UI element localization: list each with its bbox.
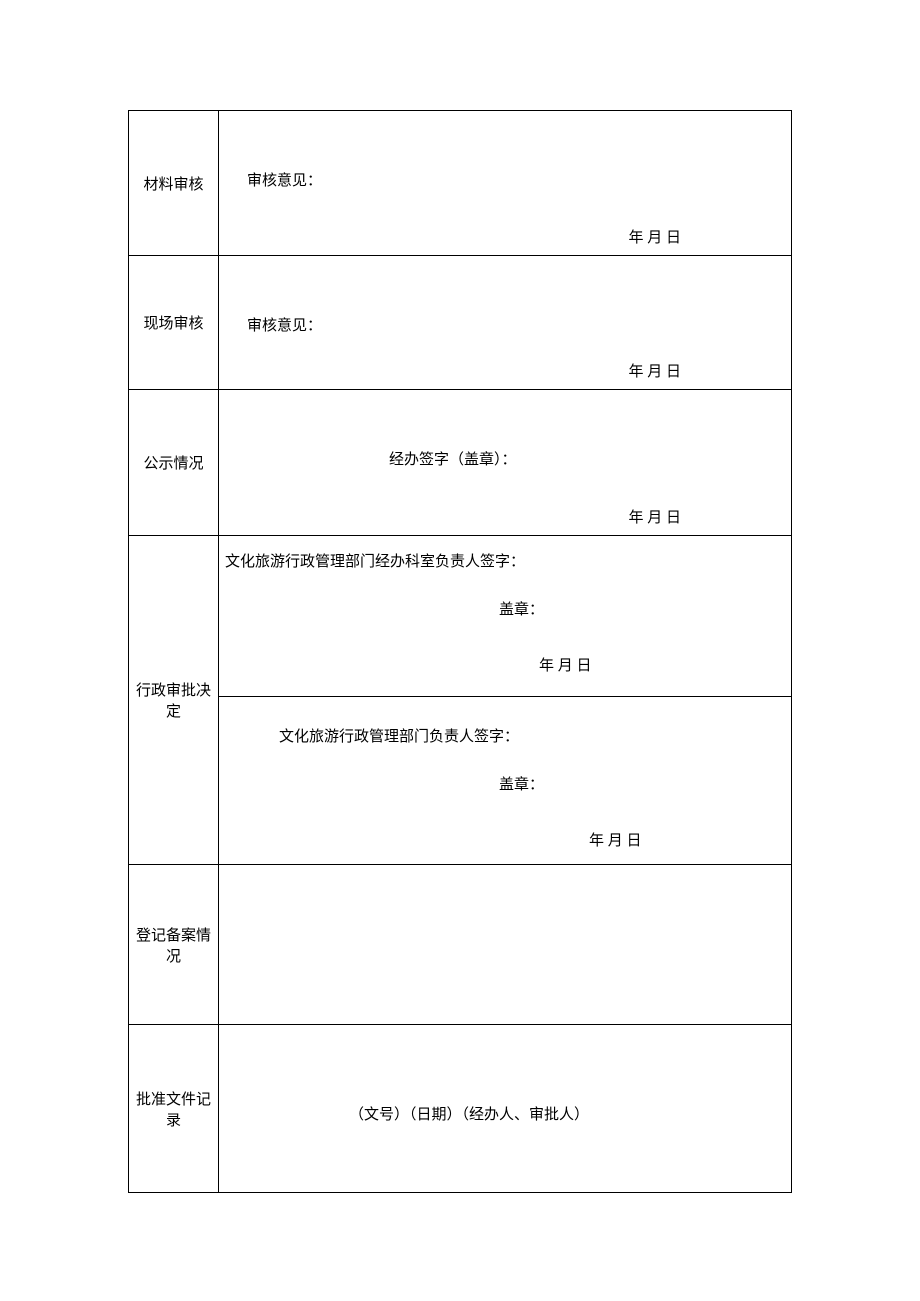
table-row: 批准文件记录 （文号）（日期）（经办人、审批人） <box>129 1025 792 1193</box>
decision-section-top: 文化旅游行政管理部门经办科室负责人签字： 盖章： 年 月 日 <box>219 536 791 696</box>
label-public-notice: 公示情况 <box>129 390 219 536</box>
table-row: 文化旅游行政管理部门经办科室负责人签字： 盖章： 年 月 日 <box>219 536 791 696</box>
label-onsite-review: 现场审核 <box>129 256 219 390</box>
dept-office-head-signature-label: 文化旅游行政管理部门经办科室负责人签字： <box>225 550 525 571</box>
date-field: 年 月 日 <box>539 654 592 675</box>
label-material-review: 材料审核 <box>129 111 219 256</box>
document-record-fields: （文号）（日期）（经办人、审批人） <box>349 1103 589 1124</box>
label-admin-decision: 行政审批决定 <box>129 536 219 865</box>
table-row: 文化旅游行政管理部门负责人签字： 盖章： 年 月 日 <box>219 696 791 864</box>
label-registration: 登记备案情况 <box>129 865 219 1025</box>
content-public-notice: 经办签字（盖章）： 年 月 日 <box>219 390 792 536</box>
date-field: 年 月 日 <box>628 506 681 527</box>
table-row: 行政审批决定 文化旅游行政管理部门经办科室负责人签字： 盖章： 年 月 日 文化… <box>129 536 792 865</box>
content-approval-record: （文号）（日期）（经办人、审批人） <box>219 1025 792 1193</box>
decision-section-bottom: 文化旅游行政管理部门负责人签字： 盖章： 年 月 日 <box>219 696 791 864</box>
review-opinion-label: 审核意见： <box>247 314 322 335</box>
content-onsite-review: 审核意见： 年 月 日 <box>219 256 792 390</box>
approval-form-table: 材料审核 审核意见： 年 月 日 现场审核 审核意见： 年 月 日 公示情况 经… <box>128 110 792 1193</box>
table-row: 材料审核 审核意见： 年 月 日 <box>129 111 792 256</box>
review-opinion-label: 审核意见： <box>247 169 322 190</box>
date-field: 年 月 日 <box>628 360 681 381</box>
dept-head-signature-label: 文化旅游行政管理部门负责人签字： <box>279 725 519 746</box>
table-row: 登记备案情况 <box>129 865 792 1025</box>
date-field: 年 月 日 <box>589 829 642 850</box>
table-row: 现场审核 审核意见： 年 月 日 <box>129 256 792 390</box>
content-material-review: 审核意见： 年 月 日 <box>219 111 792 256</box>
table-row: 公示情况 经办签字（盖章）： 年 月 日 <box>129 390 792 536</box>
date-field: 年 月 日 <box>628 226 681 247</box>
stamp-label: 盖章： <box>499 598 544 619</box>
stamp-label: 盖章： <box>499 773 544 794</box>
content-registration <box>219 865 792 1025</box>
handler-signature-label: 经办签字（盖章）： <box>389 448 517 469</box>
inner-decision-table: 文化旅游行政管理部门经办科室负责人签字： 盖章： 年 月 日 文化旅游行政管理部… <box>219 536 791 864</box>
content-admin-decision: 文化旅游行政管理部门经办科室负责人签字： 盖章： 年 月 日 文化旅游行政管理部… <box>219 536 792 865</box>
label-approval-record: 批准文件记录 <box>129 1025 219 1193</box>
